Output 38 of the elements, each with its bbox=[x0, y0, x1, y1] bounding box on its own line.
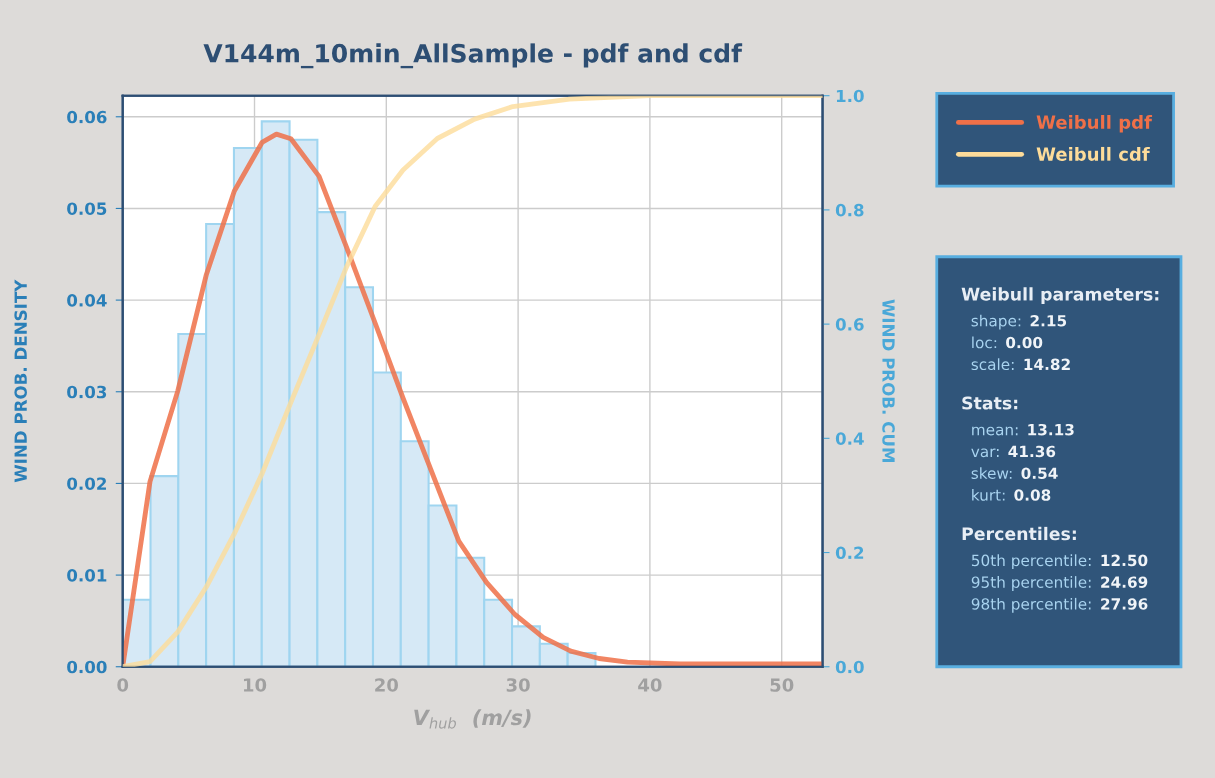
legend-label: Weibull pdf bbox=[1036, 115, 1153, 133]
text: 98th percentile: 27.96 bbox=[971, 597, 1148, 613]
text: 95th percentile: 24.69 bbox=[971, 576, 1148, 591]
y-tick-label: 0.05 bbox=[67, 202, 107, 216]
y-tick-label: 0.00 bbox=[67, 660, 107, 674]
y-tick-label: 0.06 bbox=[67, 110, 107, 124]
text: 50th percentile: 12.50 bbox=[971, 554, 1148, 570]
chart-title: V144m_10min_AllSample - pdf and cdf bbox=[203, 43, 743, 69]
text: var: 41.36 bbox=[971, 445, 1056, 458]
y2-tick-label: 1.0 bbox=[836, 89, 864, 103]
x-tick-label: 40 bbox=[638, 678, 662, 692]
y-axis-title: WIND PROB. DENSITY bbox=[14, 279, 27, 483]
y-tick-label: 0.02 bbox=[67, 477, 106, 490]
y-tick-label: 0.04 bbox=[67, 294, 107, 307]
x-tick-label: 10 bbox=[243, 678, 267, 692]
x-axis-title: V$_{hub}$ (m/s) bbox=[414, 709, 531, 729]
x-tick-label: 0 bbox=[117, 678, 129, 692]
y2-tick-label: 0.2 bbox=[835, 546, 864, 560]
y2-tick-label: 0.8 bbox=[835, 203, 864, 217]
text: loc: 0.00 bbox=[972, 336, 1043, 349]
text: kurt: 0.08 bbox=[972, 488, 1051, 501]
y-tick-label: 0.01 bbox=[67, 569, 107, 582]
y2-tick-label: 0.4 bbox=[835, 432, 864, 445]
x-tick-label: 20 bbox=[375, 678, 399, 692]
text: scale: 14.82 bbox=[971, 358, 1070, 371]
text: mean: 13.13 bbox=[972, 423, 1074, 436]
x-tick-label: 30 bbox=[506, 678, 530, 692]
x-tick-label: 50 bbox=[770, 678, 794, 692]
y2-tick-label: 0.6 bbox=[835, 318, 864, 331]
text: skew: 0.54 bbox=[971, 467, 1058, 480]
text: Percentiles: bbox=[962, 526, 1076, 541]
text: Stats: bbox=[962, 396, 1018, 410]
y2-axis-title: WIND PROB. CUM bbox=[882, 299, 895, 462]
legend-label: Weibull cdf bbox=[1036, 146, 1150, 161]
text: Weibull parameters: bbox=[961, 287, 1159, 305]
y-tick-label: 0.03 bbox=[67, 385, 107, 399]
text: shape: 2.15 bbox=[971, 314, 1067, 330]
y2-tick-label: 0.0 bbox=[835, 660, 864, 674]
